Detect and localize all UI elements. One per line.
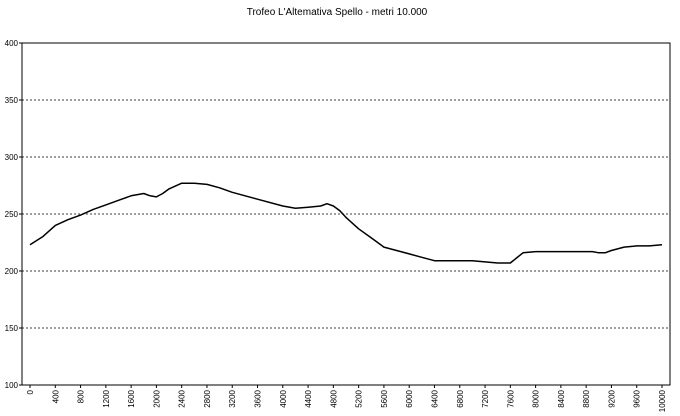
series-layer: [29, 182, 663, 264]
x-tick-label: 8800: [582, 389, 591, 407]
x-tick-label: 800: [77, 389, 86, 403]
x-tick-label: 5600: [380, 389, 389, 407]
x-tick-label: 2000: [152, 389, 161, 407]
x-tick-label: 0: [26, 389, 35, 394]
x-tick-label: 2400: [178, 389, 187, 407]
x-tick-label: 1600: [127, 389, 136, 407]
x-tick-label: 6400: [430, 389, 439, 407]
x-tick-label: 4400: [304, 389, 313, 407]
x-tick-label: 1200: [102, 389, 111, 407]
x-tick-label: 6800: [456, 389, 465, 407]
x-tick-label: 9600: [633, 389, 642, 407]
x-tick-label: 7600: [506, 389, 515, 407]
x-tick-label: 7200: [481, 389, 490, 407]
y-tick-label: 350: [5, 96, 19, 105]
x-tick-label: 8400: [557, 389, 566, 407]
x-tick-label: 8000: [532, 389, 541, 407]
y-tick-label: 250: [5, 210, 19, 219]
x-tick-label: 400: [51, 389, 60, 403]
x-tick-label: 2800: [203, 389, 212, 407]
x-tick-label: 4000: [279, 389, 288, 407]
x-tick-label: 4800: [329, 389, 338, 407]
x-axis: 0 400 800 1200 1600 2000 2400 2800 3200 3600 4000 4…: [26, 385, 667, 412]
y-tick-label: 200: [5, 267, 19, 276]
x-tick-label: 9200: [607, 389, 616, 407]
y-tick-label: 400: [5, 39, 19, 48]
y-tick-label: 150: [5, 324, 19, 333]
y-tick-label: 300: [5, 153, 19, 162]
elevation-line: [29, 182, 663, 264]
x-tick-label: 10000: [658, 389, 667, 412]
x-tick-label: 6000: [405, 389, 414, 407]
y-tick-label: 100: [5, 381, 19, 390]
grid-lines: [22, 99, 670, 329]
chart-title: Trofeo L'Altemativa Spello - metri 10.00…: [247, 7, 428, 18]
y-axis: 100 150 200 250 300 350 400: [5, 39, 22, 390]
x-tick-label: 3600: [254, 389, 263, 407]
x-tick-label: 3200: [228, 389, 237, 407]
x-tick-label: 5200: [355, 389, 364, 407]
